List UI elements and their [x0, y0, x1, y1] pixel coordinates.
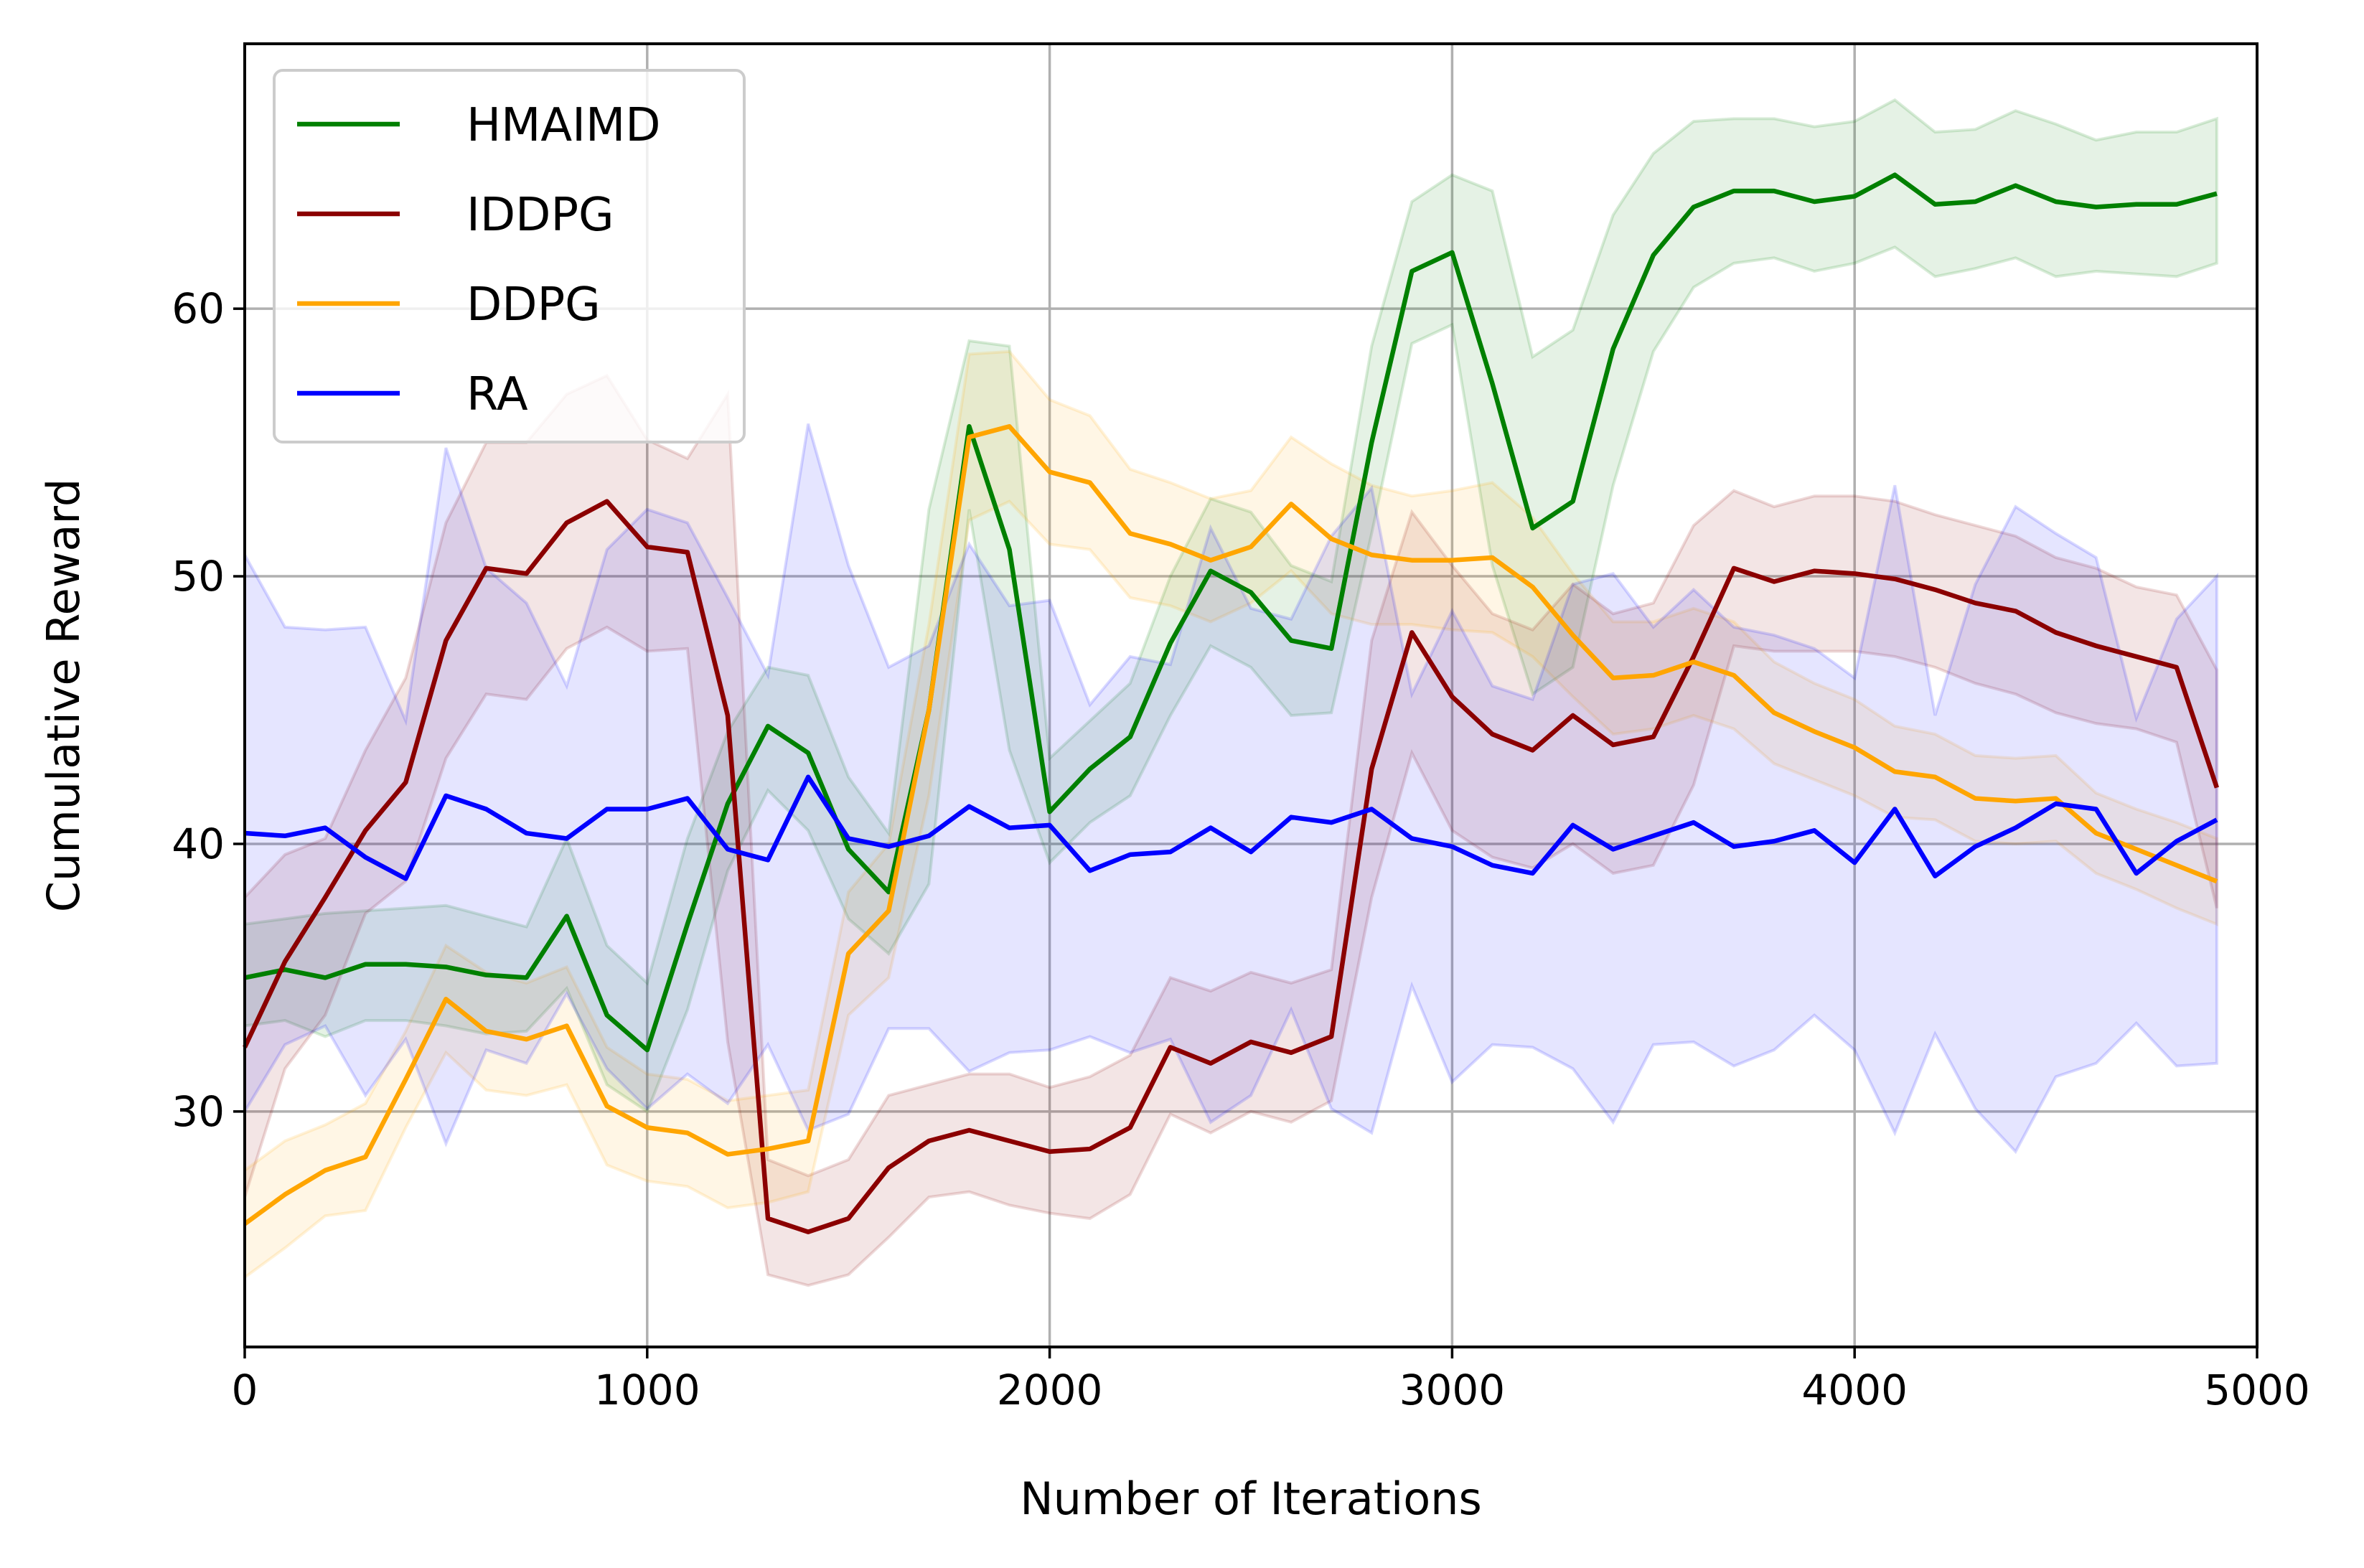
x-tick-label-3: 3000: [1399, 1366, 1506, 1414]
y-tick-label-0: 30: [172, 1087, 225, 1136]
legend: HMAIMD IDDPG DDPG RA: [273, 69, 746, 443]
legend-label-ddpg: DDPG: [466, 278, 601, 332]
series-line-iddpg: [243, 499, 2220, 1234]
y-tick-label-1: 40: [172, 820, 225, 868]
legend-label-hmaimd: HMAIMD: [466, 99, 661, 152]
series-lines: [243, 172, 2220, 1234]
x-tick-label-1: 1000: [594, 1366, 700, 1414]
band-hmaimd: [243, 98, 2218, 1114]
y-tick-label-3: 60: [172, 284, 225, 333]
y-tick-label-2: 50: [172, 552, 225, 601]
legend-box: [273, 69, 746, 443]
x-axis-title: Number of Iterations: [1020, 1473, 1482, 1525]
legend-label-ra: RA: [466, 368, 528, 421]
x-tick-label-5: 5000: [2204, 1366, 2310, 1414]
band-ddpg: [243, 349, 2218, 1280]
plot-frame: [243, 42, 2259, 1348]
x-tick-label-2: 2000: [997, 1366, 1103, 1414]
series-line-ddpg: [243, 423, 2218, 1226]
band-ra: [243, 423, 2218, 1155]
axis-ticks: 0 1000 2000 3000 4000 5000 30 40 50 60: [172, 284, 2310, 1414]
legend-label-iddpg: IDDPG: [466, 189, 614, 242]
band-iddpg: [243, 373, 2218, 1287]
series-line-ra: [244, 774, 2218, 881]
y-axis-title: Cumulative Reward: [37, 479, 90, 912]
confidence-bands: [243, 98, 2218, 1287]
x-tick-label-4: 4000: [1801, 1366, 1908, 1414]
x-tick-label-0: 0: [232, 1366, 258, 1414]
series-line-hmaimd: [244, 172, 2218, 1053]
